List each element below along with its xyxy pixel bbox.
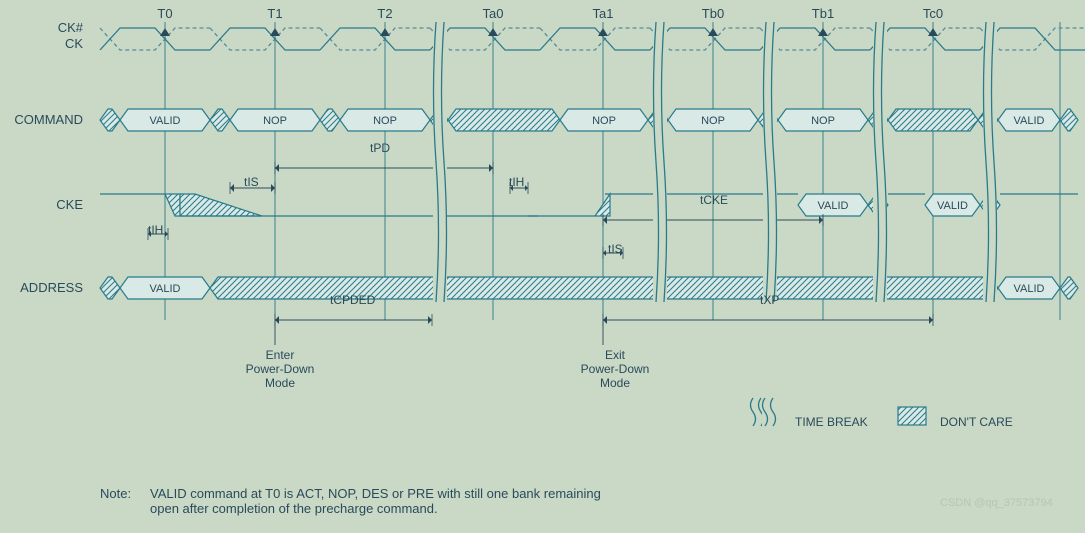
signal-label-cke: CKE	[8, 197, 83, 212]
svg-text:VALID: VALID	[1014, 283, 1045, 295]
svg-text:NOP: NOP	[811, 115, 835, 127]
time-label-t2: T2	[365, 6, 405, 21]
annotation-1: ExitPower-DownMode	[565, 348, 665, 390]
svg-text:NOP: NOP	[701, 115, 725, 127]
signal-label-address: ADDRESS	[8, 280, 83, 295]
timing-txp: tXP	[760, 293, 779, 307]
time-label-ta1: Ta1	[583, 6, 623, 21]
timing-tih: tIH	[509, 175, 524, 189]
svg-text:VALID: VALID	[150, 115, 181, 127]
svg-text:VALID: VALID	[818, 200, 849, 212]
timing-tis: tIS	[608, 242, 623, 256]
svg-text:NOP: NOP	[263, 115, 287, 127]
annotation-0: EnterPower-DownMode	[230, 348, 330, 390]
timing-tcpded: tCPDED	[330, 293, 375, 307]
time-label-t0: T0	[145, 6, 185, 21]
time-label-tc0: Tc0	[913, 6, 953, 21]
svg-text:VALID: VALID	[150, 283, 181, 295]
time-label-t1: T1	[255, 6, 295, 21]
timing-tpd: tPD	[370, 141, 390, 155]
timing-tih: tIH	[148, 223, 163, 237]
signal-label-ckh: CK#	[8, 20, 83, 35]
svg-text:NOP: NOP	[592, 115, 616, 127]
signal-label-command: COMMAND	[8, 112, 83, 127]
legend-time-break: TIME BREAK	[795, 415, 868, 429]
legend-dont-care: DON'T CARE	[940, 415, 1013, 429]
watermark: CSDN @qq_37573794	[940, 497, 1053, 509]
time-label-ta0: Ta0	[473, 6, 513, 21]
svg-text:NOP: NOP	[373, 115, 397, 127]
signal-label-ck: CK	[8, 36, 83, 51]
svg-text:VALID: VALID	[937, 200, 968, 212]
time-label-tb1: Tb1	[803, 6, 843, 21]
time-label-tb0: Tb0	[693, 6, 733, 21]
svg-text:VALID: VALID	[1014, 115, 1045, 127]
timing-tis: tIS	[244, 175, 259, 189]
timing-tcke: tCKE	[700, 193, 728, 207]
note: Note:VALID command at T0 is ACT, NOP, DE…	[100, 486, 601, 516]
